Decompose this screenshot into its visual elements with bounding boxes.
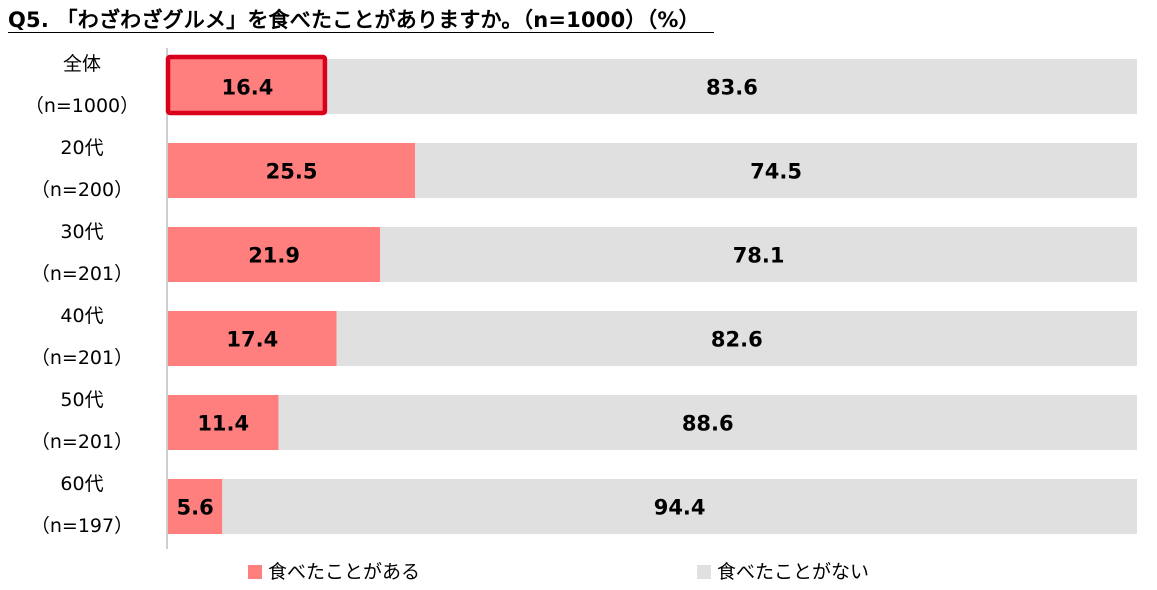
bar-segment-ate [168, 395, 279, 450]
category-sample-size: （n=201） [31, 263, 133, 285]
category-sample-size: （n=197） [31, 515, 133, 537]
bar-segment-not-ate [222, 479, 1137, 534]
data-label: 88.6 [682, 412, 734, 436]
legend-swatch-not-ate [697, 565, 711, 579]
bar-segment-not-ate [278, 395, 1137, 450]
legend-item-not-ate: 食べたことがない [697, 557, 869, 584]
category-label: 全体 [63, 53, 101, 75]
legend-label-ate: 食べたことがある [268, 561, 421, 583]
chart-title: Q5. 「わざわざグルメ」を食べたことがありますか。（n=1000）（%） [8, 4, 714, 33]
category-label: 30代 [60, 221, 103, 243]
data-label: 21.9 [248, 244, 300, 268]
bar-segment-ate [168, 311, 337, 366]
data-label: 11.4 [197, 412, 249, 436]
bar-segment-ate [168, 479, 223, 534]
legend-label-not-ate: 食べたことがない [717, 561, 870, 583]
data-label: 78.1 [733, 244, 785, 268]
bar-segment-not-ate [415, 143, 1138, 198]
bar-segment-ate [168, 59, 327, 114]
bar-segment-not-ate [380, 227, 1137, 282]
category-label: 20代 [60, 137, 103, 159]
data-label: 82.6 [711, 328, 763, 352]
bar-segment-not-ate [326, 59, 1137, 114]
data-label: 83.6 [706, 76, 758, 100]
highlight-box [165, 54, 328, 116]
category-sample-size: （n=200） [31, 179, 133, 201]
legend-swatch-ate [248, 565, 262, 579]
bar-segment-ate [168, 143, 416, 198]
category-sample-size: （n=1000） [25, 95, 139, 117]
data-label: 74.5 [750, 160, 802, 184]
category-label: 60代 [60, 473, 103, 495]
data-label: 17.4 [226, 328, 278, 352]
bar-segment-not-ate [336, 311, 1138, 366]
legend-item-ate: 食べたことがある [248, 557, 420, 584]
data-label: 16.4 [222, 76, 274, 100]
category-label: 50代 [60, 389, 103, 411]
data-label: 94.4 [654, 496, 706, 520]
category-sample-size: （n=201） [31, 347, 133, 369]
category-label: 40代 [60, 305, 103, 327]
data-label: 25.5 [266, 160, 318, 184]
bar-segment-ate [168, 227, 381, 282]
data-label: 5.6 [177, 496, 214, 520]
category-sample-size: （n=201） [31, 431, 133, 453]
